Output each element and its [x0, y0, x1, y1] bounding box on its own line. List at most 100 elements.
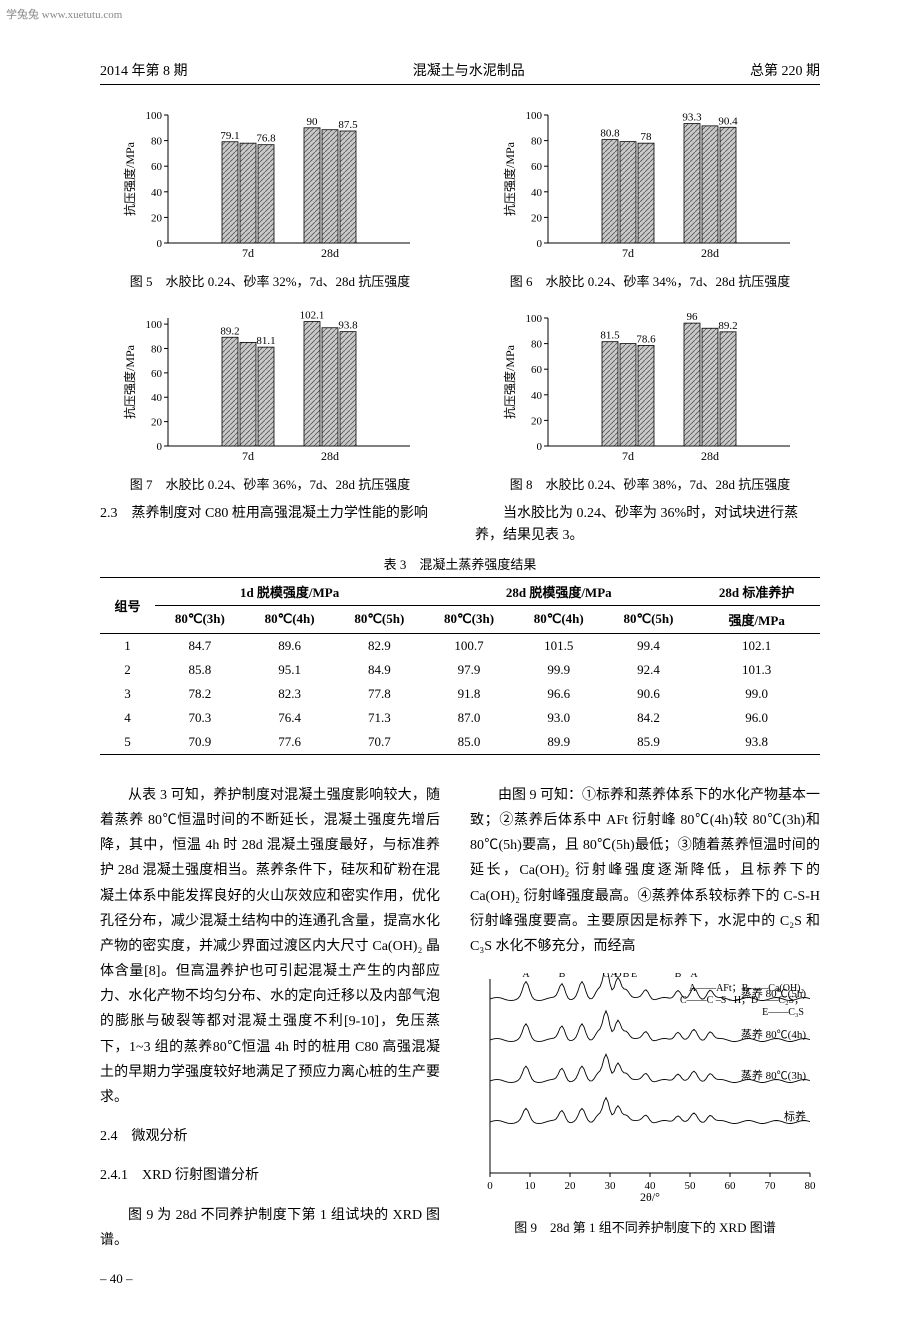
section-2-3: 2.3 蒸养制度对 C80 桩用高强混凝土力学性能的影响 当水胶比为 0.24、…: [100, 503, 820, 548]
left-column: 从表 3 可知，养护制度对混凝土强度影响较大，随着蒸养 80℃恒温时间的不断延长…: [100, 769, 440, 1291]
svg-text:76.8: 76.8: [256, 133, 276, 145]
svg-text:7d: 7d: [242, 449, 254, 463]
table-cell: 92.4: [604, 658, 694, 682]
table-cell: 76.4: [245, 706, 335, 730]
svg-text:20: 20: [151, 212, 163, 224]
svg-text:40: 40: [151, 187, 163, 199]
th-sub: 80℃(4h): [514, 605, 604, 633]
svg-text:90.4: 90.4: [718, 115, 738, 127]
table-cell: 89.6: [245, 633, 335, 658]
charts-grid: 020406080100抗压强度/MPa79.176.87d9087.528d …: [100, 97, 820, 493]
table-cell: 101.3: [693, 658, 820, 682]
table-cell: 82.3: [245, 682, 335, 706]
table-cell: 93.0: [514, 706, 604, 730]
svg-text:抗压强度/MPa: 抗压强度/MPa: [502, 141, 517, 216]
svg-text:28d: 28d: [321, 246, 339, 260]
table-cell: 90.6: [604, 682, 694, 706]
section-2-3-right: 当水胶比为 0.24、砂率为 36%时，对试块进行蒸养，结果见表 3。: [475, 503, 820, 548]
chart-5: 020406080100抗压强度/MPa79.176.87d9087.528d …: [100, 97, 440, 290]
table-cell: 77.8: [334, 682, 424, 706]
table-cell: 2: [100, 658, 155, 682]
xrd-caption: 图 9 28d 第 1 组不同养护制度下的 XRD 图谱: [470, 1216, 820, 1239]
svg-text:79.1: 79.1: [220, 130, 239, 142]
chart-7-svg: 020406080100抗压强度/MPa89.281.17d102.193.82…: [120, 300, 420, 470]
chart-8-svg: 020406080100抗压强度/MPa81.578.67d9689.228d: [500, 300, 800, 470]
header-center: 混凝土与水泥制品: [413, 60, 525, 80]
svg-text:抗压强度/MPa: 抗压强度/MPa: [502, 344, 517, 419]
table-cell: 85.0: [424, 730, 514, 755]
svg-text:20: 20: [531, 415, 543, 427]
th-1d: 1d 脱模强度/MPa: [155, 577, 424, 605]
svg-text:60: 60: [151, 368, 163, 380]
section-2-4-1: 2.4.1 XRD 衍射图谱分析: [100, 1163, 440, 1188]
svg-text:100: 100: [526, 313, 543, 325]
svg-text:87.5: 87.5: [338, 119, 358, 131]
table-3-title: 表 3 混凝土蒸养强度结果: [100, 554, 820, 573]
page: 2014 年第 8 期 混凝土与水泥制品 总第 220 期 0204060801…: [0, 0, 920, 1330]
svg-text:102.1: 102.1: [300, 310, 325, 322]
svg-text:0: 0: [157, 238, 163, 250]
table-cell: 91.8: [424, 682, 514, 706]
svg-text:0: 0: [537, 238, 543, 250]
table-cell: 89.9: [514, 730, 604, 755]
table-cell: 97.9: [424, 658, 514, 682]
svg-text:抗压强度/MPa: 抗压强度/MPa: [122, 344, 137, 419]
xrd-chart: 010203040506070802θ/°A——AFt；B——Ca(OH)₂C—…: [470, 973, 820, 1203]
svg-text:蒸养 80℃(4h): 蒸养 80℃(4h): [741, 1027, 806, 1041]
svg-text:80: 80: [805, 1180, 817, 1192]
svg-text:90: 90: [307, 116, 319, 128]
svg-text:B: B: [675, 973, 682, 980]
th-sub: 80℃(3h): [155, 605, 245, 633]
para-241: 图 9 为 28d 不同养护制度下第 1 组试块的 XRD 图谱。: [100, 1203, 440, 1253]
svg-text:10: 10: [525, 1180, 537, 1192]
svg-text:80: 80: [531, 136, 543, 148]
header: 2014 年第 8 期 混凝土与水泥制品 总第 220 期: [100, 60, 820, 85]
svg-text:93.8: 93.8: [338, 320, 358, 332]
svg-text:93.3: 93.3: [682, 112, 702, 124]
th-sub: 强度/MPa: [693, 605, 820, 633]
table-cell: 1: [100, 633, 155, 658]
svg-text:81.5: 81.5: [600, 330, 620, 342]
para-table3: 从表 3 可知，养护制度对混凝土强度影响较大，随着蒸养 80℃恒温时间的不断延长…: [100, 783, 440, 1110]
svg-text:81.1: 81.1: [256, 335, 275, 347]
svg-text:标养: 标养: [784, 1109, 806, 1123]
table-cell: 78.2: [155, 682, 245, 706]
svg-text:100: 100: [146, 319, 163, 331]
svg-text:89.2: 89.2: [220, 325, 239, 337]
section-2-3-left: 2.3 蒸养制度对 C80 桩用高强混凝土力学性能的影响: [100, 503, 445, 548]
svg-text:80.8: 80.8: [600, 128, 620, 140]
svg-text:60: 60: [531, 364, 543, 376]
svg-text:80: 80: [151, 343, 163, 355]
svg-text:80: 80: [151, 136, 163, 148]
para-fig9: 由图 9 可知：①标养和蒸养体系下的水化产物基本一致；②蒸养后体系中 AFt 衍…: [470, 783, 820, 959]
table-cell: 102.1: [693, 633, 820, 658]
table-cell: 99.0: [693, 682, 820, 706]
header-left: 2014 年第 8 期: [100, 60, 188, 80]
right-column: 由图 9 可知：①标养和蒸养体系下的水化产物基本一致；②蒸养后体系中 AFt 衍…: [470, 769, 820, 1291]
svg-text:20: 20: [151, 417, 163, 429]
chart-6-svg: 020406080100抗压强度/MPa80.8787d93.390.428d: [500, 97, 800, 267]
svg-text:0: 0: [487, 1180, 493, 1192]
table-3: 组号 1d 脱模强度/MPa 28d 脱模强度/MPa 28d 标准养护 80℃…: [100, 577, 820, 755]
table-cell: 70.3: [155, 706, 245, 730]
table-cell: 85.8: [155, 658, 245, 682]
svg-text:100: 100: [146, 110, 163, 122]
table-cell: 5: [100, 730, 155, 755]
th-28d: 28d 脱模强度/MPa: [424, 577, 693, 605]
table-cell: 93.8: [693, 730, 820, 755]
svg-text:30: 30: [605, 1180, 617, 1192]
chart-8-caption: 图 8 水胶比 0.24、砂率 38%，7d、28d 抗压强度: [510, 474, 791, 493]
svg-text:28d: 28d: [321, 449, 339, 463]
svg-text:96: 96: [687, 311, 699, 323]
table-cell: 96.0: [693, 706, 820, 730]
chart-5-svg: 020406080100抗压强度/MPa79.176.87d9087.528d: [120, 97, 420, 267]
svg-text:D: D: [614, 973, 621, 980]
table-cell: 3: [100, 682, 155, 706]
chart-6: 020406080100抗压强度/MPa80.8787d93.390.428d …: [480, 97, 820, 290]
svg-text:40: 40: [531, 390, 543, 402]
svg-text:60: 60: [531, 161, 543, 173]
svg-text:100: 100: [526, 110, 543, 122]
table-cell: 84.7: [155, 633, 245, 658]
table-cell: 87.0: [424, 706, 514, 730]
svg-text:E: E: [631, 973, 637, 980]
